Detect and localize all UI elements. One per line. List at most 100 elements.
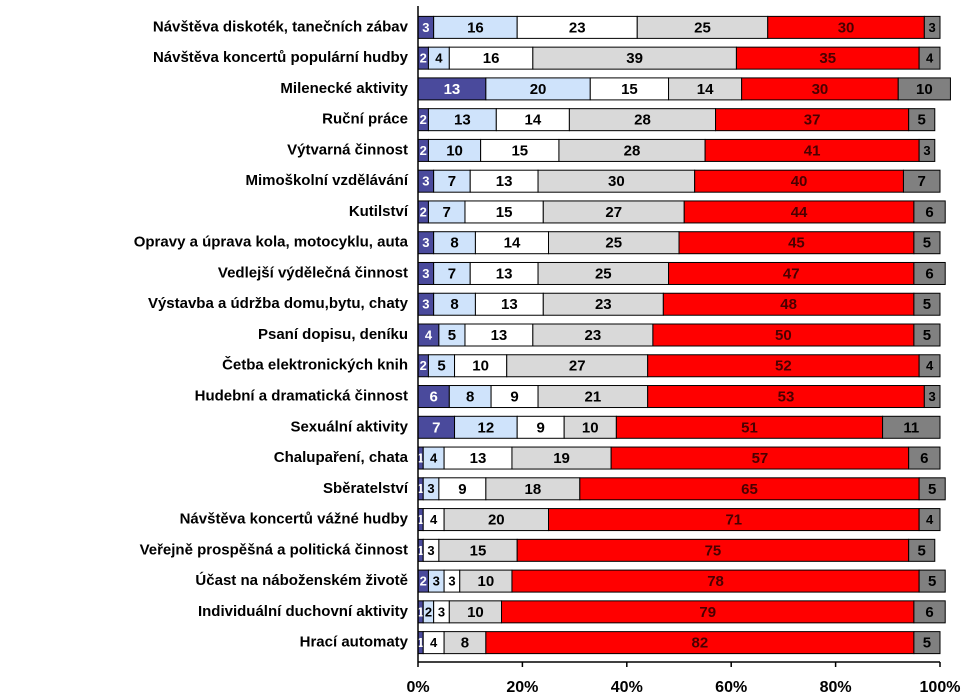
data-label: 3 [923, 143, 930, 158]
data-label: 2 [420, 574, 427, 589]
data-label: 18 [524, 481, 541, 498]
bar-segment [918, 508, 941, 532]
data-label: 2 [420, 143, 427, 158]
category-label: Hrací automaty [300, 634, 409, 651]
data-label: 5 [918, 542, 926, 559]
category-label: Veřejně prospěšná a politická činnost [140, 541, 408, 558]
data-label: 35 [819, 50, 836, 67]
data-label: 5 [448, 327, 456, 344]
data-label: 1 [417, 635, 424, 650]
x-tick-label: 0% [406, 679, 429, 696]
data-label: 19 [553, 450, 570, 467]
bar-segment [918, 46, 941, 70]
category-label: Četba elektronických knih [222, 356, 408, 374]
category-label: Opravy a úprava kola, motocyklu, auta [134, 234, 409, 251]
data-label: 82 [692, 635, 709, 652]
data-label: 23 [585, 327, 602, 344]
data-label: 37 [804, 112, 821, 129]
data-label: 48 [780, 296, 797, 313]
bar-segment [923, 385, 941, 409]
x-tick-label: 20% [506, 679, 538, 696]
bar-segment [897, 77, 951, 101]
bar-segment [908, 108, 936, 132]
data-label: 3 [448, 574, 455, 589]
data-label: 7 [443, 204, 451, 221]
data-label: 3 [929, 20, 936, 35]
data-label: 2 [420, 51, 427, 66]
bar-segment [902, 169, 941, 193]
bar-segment [918, 477, 946, 501]
data-label: 7 [448, 173, 456, 190]
data-label: 1 [417, 604, 424, 619]
data-label: 9 [510, 388, 518, 405]
data-label: 3 [422, 20, 429, 35]
category-label: Sběratelství [323, 480, 409, 497]
data-label: 14 [504, 235, 521, 252]
data-label: 14 [524, 112, 541, 129]
data-label: 30 [608, 173, 625, 190]
category-label: Individuální duchovní aktivity [198, 603, 409, 620]
data-label: 4 [926, 51, 934, 66]
data-label: 8 [466, 388, 474, 405]
data-label: 4 [425, 327, 433, 342]
data-label: 25 [605, 235, 622, 252]
data-label: 30 [812, 81, 829, 98]
data-label: 3 [422, 297, 429, 312]
data-label: 4 [926, 512, 934, 527]
data-label: 4 [430, 512, 438, 527]
data-label: 9 [536, 419, 544, 436]
data-label: 4 [435, 51, 443, 66]
data-label: 15 [621, 81, 638, 98]
data-label: 15 [511, 142, 528, 159]
category-label: Návštěva koncertů populární hudby [153, 49, 409, 66]
data-label: 13 [470, 450, 487, 467]
data-label: 53 [778, 388, 795, 405]
data-label: 7 [448, 265, 456, 282]
data-label: 10 [916, 81, 933, 98]
data-label: 6 [920, 450, 928, 467]
data-label: 6 [925, 265, 933, 282]
data-label: 41 [804, 142, 821, 159]
category-label: Návštěva koncertů vážné hudby [180, 511, 409, 528]
data-label: 2 [420, 358, 427, 373]
category-label: Kutilství [349, 203, 409, 220]
data-label: 13 [496, 265, 513, 282]
data-label: 3 [422, 235, 429, 250]
bar-segment [913, 200, 946, 224]
data-label: 3 [427, 543, 434, 558]
data-label: 79 [699, 604, 716, 621]
category-label: Psaní dopisu, deníku [258, 326, 408, 343]
data-label: 13 [501, 296, 518, 313]
data-label: 27 [605, 204, 622, 221]
data-label: 20 [530, 81, 547, 98]
data-label: 10 [446, 142, 463, 159]
bar-segment [908, 538, 936, 562]
category-label: Ruční práce [322, 111, 408, 128]
bar-segment [882, 415, 941, 439]
data-label: 1 [417, 543, 424, 558]
data-label: 47 [783, 265, 800, 282]
data-label: 23 [569, 19, 586, 36]
data-label: 39 [626, 50, 643, 67]
data-label: 5 [923, 296, 931, 313]
data-label: 75 [705, 542, 722, 559]
data-label: 3 [433, 574, 440, 589]
data-label: 15 [496, 204, 513, 221]
category-label: Výstavba a údržba domu,bytu, chaty [148, 295, 409, 312]
data-label: 71 [725, 512, 742, 529]
data-label: 1 [417, 481, 424, 496]
category-label: Milenecké aktivity [280, 80, 408, 97]
data-label: 13 [491, 327, 508, 344]
bar-segment [918, 354, 941, 378]
data-label: 11 [903, 419, 919, 436]
data-label: 6 [429, 388, 437, 405]
data-label: 5 [923, 635, 931, 652]
category-label: Účast na náboženském životě [195, 571, 408, 589]
data-label: 51 [741, 419, 758, 436]
data-label: 3 [929, 389, 936, 404]
data-label: 13 [444, 81, 461, 98]
data-label: 20 [488, 512, 505, 529]
data-label: 52 [775, 358, 792, 375]
data-label: 5 [918, 112, 926, 129]
data-label: 4 [926, 358, 934, 373]
